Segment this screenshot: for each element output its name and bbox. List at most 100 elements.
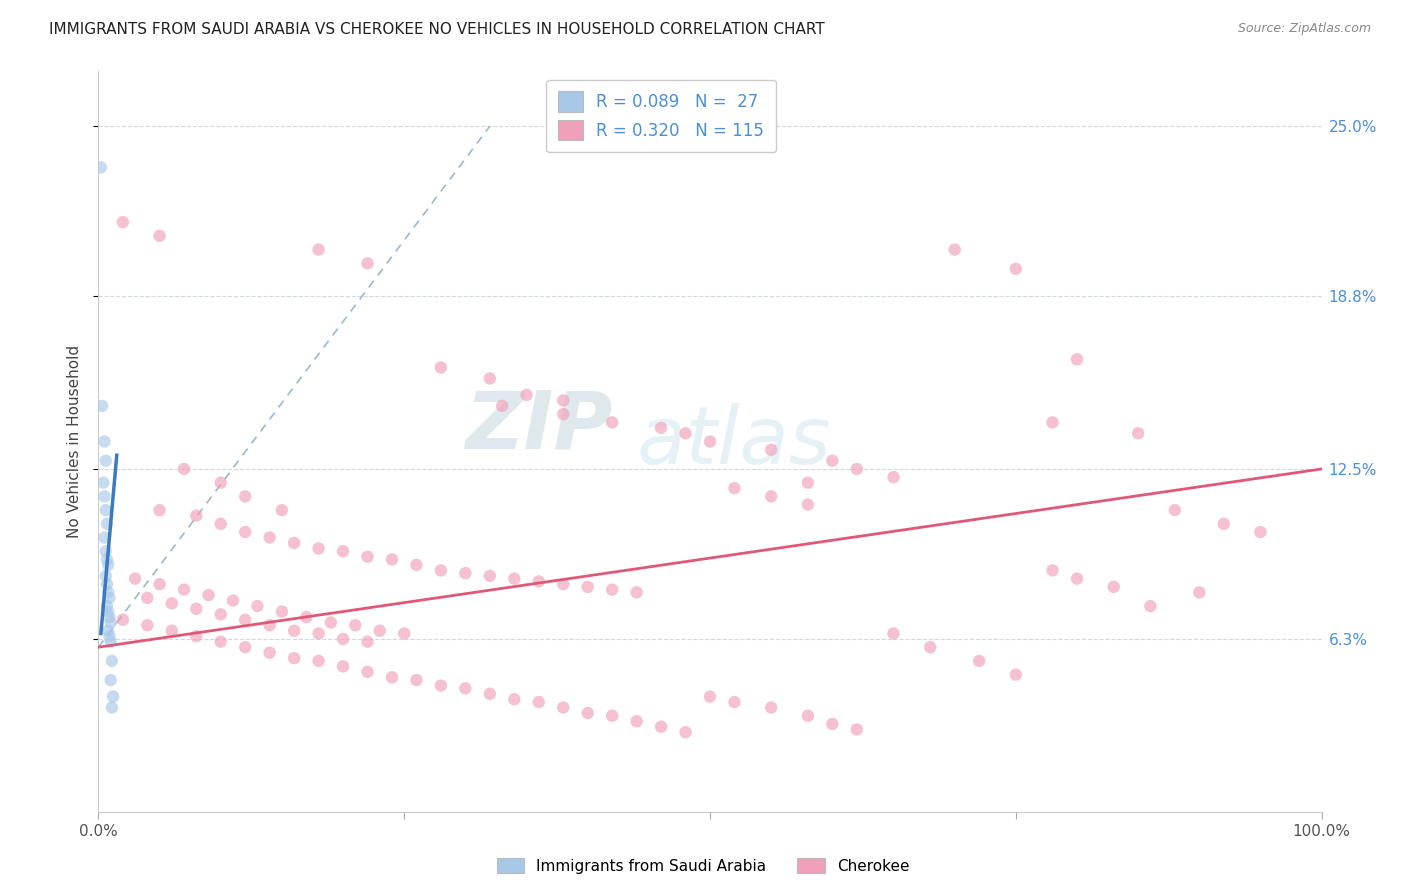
Point: [723, 481, 745, 495]
Point: [101, 690, 124, 704]
Point: [430, 563, 453, 577]
Point: [1164, 503, 1187, 517]
Point: [797, 498, 820, 512]
Point: [233, 613, 256, 627]
Point: [454, 681, 477, 696]
Text: Source: ZipAtlas.com: Source: ZipAtlas.com: [1237, 22, 1371, 36]
Point: [197, 588, 219, 602]
Point: [920, 640, 942, 655]
Point: [576, 580, 599, 594]
Point: [96, 516, 118, 531]
Point: [1102, 580, 1125, 594]
Point: [136, 618, 159, 632]
Point: [797, 708, 820, 723]
Point: [173, 462, 195, 476]
Point: [1066, 572, 1088, 586]
Point: [319, 615, 342, 630]
Point: [553, 393, 575, 408]
Point: [93, 489, 115, 503]
Point: [699, 434, 721, 449]
Point: [1212, 516, 1234, 531]
Point: [699, 690, 721, 704]
Point: [503, 692, 526, 706]
Point: [97, 585, 120, 599]
Point: [308, 626, 330, 640]
Point: [1139, 599, 1161, 613]
Point: [553, 700, 575, 714]
Point: [209, 634, 232, 648]
Point: [527, 695, 550, 709]
Point: [91, 475, 114, 490]
Point: [186, 602, 208, 616]
Point: [478, 371, 501, 385]
Point: [96, 552, 118, 566]
Point: [233, 524, 256, 539]
Point: [943, 243, 966, 257]
Point: [600, 415, 623, 429]
Point: [283, 536, 305, 550]
Point: [1250, 524, 1272, 539]
Point: [405, 558, 427, 572]
Point: [98, 591, 121, 605]
Point: [430, 360, 453, 375]
Point: [576, 706, 599, 720]
Point: [883, 470, 905, 484]
Legend: R = 0.089   N =  27, R = 0.320   N = 115: R = 0.089 N = 27, R = 0.320 N = 115: [547, 79, 776, 152]
Point: [1004, 667, 1026, 681]
Point: [246, 599, 269, 613]
Point: [233, 489, 256, 503]
Point: [821, 717, 844, 731]
Point: [173, 582, 195, 597]
Point: [97, 605, 120, 619]
Point: [381, 670, 404, 684]
Point: [91, 399, 114, 413]
Point: [845, 462, 868, 476]
Point: [491, 399, 513, 413]
Point: [600, 582, 623, 597]
Point: [553, 577, 575, 591]
Point: [295, 610, 318, 624]
Point: [233, 640, 256, 655]
Point: [98, 629, 121, 643]
Point: [96, 599, 118, 613]
Point: [96, 577, 118, 591]
Point: [93, 434, 115, 449]
Text: ZIP: ZIP: [465, 388, 612, 466]
Point: [527, 574, 550, 589]
Point: [270, 503, 294, 517]
Point: [1042, 415, 1064, 429]
Point: [368, 624, 391, 638]
Legend: Immigrants from Saudi Arabia, Cherokee: Immigrants from Saudi Arabia, Cherokee: [491, 852, 915, 880]
Point: [94, 454, 117, 468]
Point: [101, 700, 124, 714]
Y-axis label: No Vehicles in Household: No Vehicles in Household: [67, 345, 83, 538]
Point: [270, 605, 294, 619]
Point: [503, 572, 526, 586]
Point: [845, 723, 868, 737]
Point: [430, 679, 453, 693]
Point: [454, 566, 477, 581]
Point: [259, 618, 281, 632]
Text: IMMIGRANTS FROM SAUDI ARABIA VS CHEROKEE NO VEHICLES IN HOUSEHOLD CORRELATION CH: IMMIGRANTS FROM SAUDI ARABIA VS CHEROKEE…: [49, 22, 825, 37]
Point: [600, 708, 623, 723]
Point: [283, 624, 305, 638]
Point: [650, 421, 672, 435]
Point: [93, 531, 115, 545]
Point: [94, 503, 117, 517]
Point: [149, 577, 172, 591]
Point: [650, 720, 672, 734]
Point: [675, 725, 697, 739]
Point: [149, 503, 172, 517]
Point: [821, 454, 844, 468]
Point: [94, 544, 117, 558]
Point: [259, 646, 281, 660]
Point: [405, 673, 427, 687]
Point: [356, 256, 378, 270]
Point: [356, 549, 378, 564]
Point: [761, 700, 783, 714]
Point: [101, 654, 124, 668]
Point: [626, 585, 648, 599]
Point: [259, 531, 281, 545]
Point: [209, 607, 232, 622]
Point: [553, 407, 575, 421]
